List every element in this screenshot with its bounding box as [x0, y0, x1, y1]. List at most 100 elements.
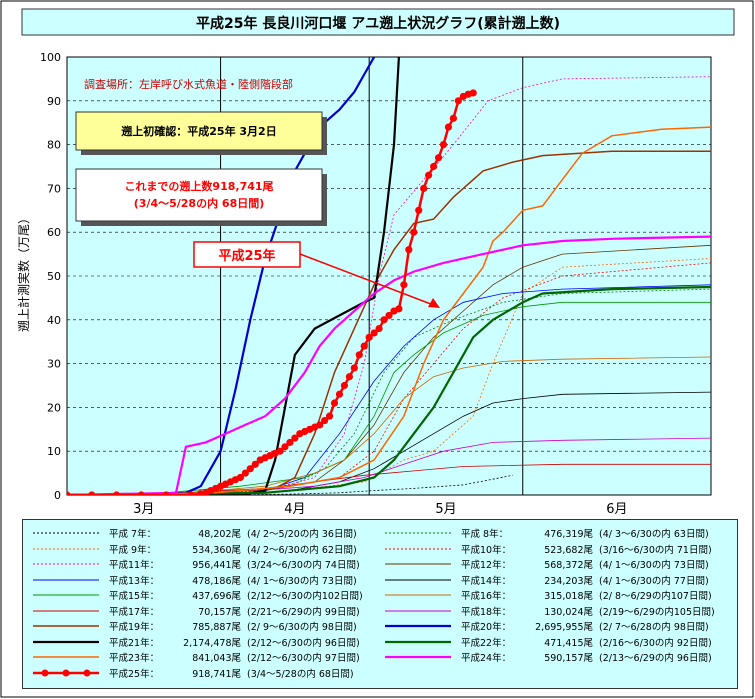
series-marker: [454, 97, 462, 105]
series-marker: [429, 162, 438, 171]
series-marker: [281, 443, 289, 451]
series-marker: [137, 491, 145, 495]
series-line-0: [225, 474, 513, 495]
first-confirm-text: 遡上初確認：平成25年 3月2日: [121, 124, 276, 138]
legend-item: 平成17年： 70,157尾 (2/21～6/29の内 99日間): [31, 604, 381, 618]
y-tick-label: 60: [47, 226, 61, 239]
series-marker: [316, 421, 324, 429]
series-marker: [360, 342, 368, 350]
series-marker: [420, 184, 428, 192]
series-marker: [415, 206, 423, 214]
legend-item: 平成 7年： 48,202尾 (4/ 2～5/20の内 36日間): [31, 526, 381, 540]
series-marker: [286, 438, 294, 447]
y-tick-label: 20: [47, 401, 61, 414]
legend-swatch: [33, 640, 99, 643]
legend-name: 平成13年：: [109, 575, 160, 587]
title-bar: [21, 8, 735, 36]
y-tick-label: 30: [47, 358, 61, 371]
legend-name: 平成22年：: [461, 637, 512, 649]
series-marker: [67, 491, 71, 495]
legend-item: 平成23年： 841,043尾 (2/12～6/30の内 97日間): [31, 650, 381, 664]
series-marker: [330, 399, 339, 407]
legend-item: 平成16年： 315,018尾 (2/ 8～6/29の内107日間): [383, 588, 733, 602]
series-marker: [380, 316, 388, 324]
legend-swatch: [385, 594, 451, 596]
series-marker: [236, 473, 244, 482]
legend-period: (4/ 1～6/30の内 73日間): [599, 560, 709, 571]
survey-location-note: 調査場所：左岸呼び水式魚道・陸側階段部: [84, 77, 293, 91]
legend-swatch: [33, 532, 99, 534]
x-tick-label: 3月: [133, 502, 154, 517]
legend-item: 平成 9年： 534,360尾 (4/ 2～6/30の内 62日間): [31, 542, 381, 556]
legend-item: 平成11年： 956,441尾 (3/24～6/30の内 74日間): [31, 557, 381, 571]
legend-total: 471,415尾: [544, 637, 593, 649]
legend-total: 523,682尾: [544, 544, 593, 556]
legend-total: 785,887尾: [192, 622, 241, 633]
series-marker: [400, 281, 408, 289]
series-line-9: [67, 356, 711, 495]
legend-item: 平成21年： 2,174,478尾 (2/12～6/30の内 96日間): [31, 635, 381, 649]
series-marker: [405, 246, 413, 254]
arrow-label: 平成25年: [218, 248, 275, 264]
legend-period: (2/12～6/30の内102日間): [247, 591, 363, 602]
legend-swatch: [385, 640, 451, 643]
legend-name: 平成24年：: [461, 653, 512, 664]
y-axis-label: 遡上計測実数（万尾）: [16, 212, 31, 332]
legend-period: (2/13～6/29の内 96日間): [599, 653, 712, 664]
legend-swatch: [33, 625, 99, 627]
legend-total: 476,319尾: [544, 529, 593, 540]
series-marker: [345, 373, 353, 381]
x-tick-label: 5月: [435, 502, 456, 517]
total-box: [75, 168, 323, 222]
legend-total: 48,202尾: [198, 529, 241, 540]
series-line-16: [67, 126, 711, 495]
legend-item: 平成25年： 918,741尾 (3/4～5/28の内 68日間): [31, 666, 381, 680]
legend-name: 平成23年：: [109, 653, 160, 664]
series-marker: [375, 324, 383, 333]
arrow-head: [428, 298, 440, 308]
legend-period: (4/ 2～5/20の内 36日間): [247, 529, 357, 540]
legend-period: (2/19～6/29の内105日間): [599, 606, 715, 618]
total-line1: これまでの遡上数918,741尾: [124, 179, 273, 193]
series-marker: [241, 469, 249, 477]
series-group: [67, 57, 711, 495]
series-marker: [449, 114, 457, 122]
legend-item: 平成22年： 471,415尾 (2/16～6/30の内 92日間): [383, 635, 733, 649]
legend-swatch: [33, 579, 99, 580]
legend-period: (2/ 9～6/30の内 98日間): [247, 622, 357, 633]
legend-item: 平成13年： 478,186尾 (4/ 1～6/30の内 73日間): [31, 573, 381, 587]
legend-total: 956,441尾: [192, 560, 241, 571]
legend-item: 平成19年： 785,887尾 (2/ 9～6/30の内 98日間): [31, 619, 381, 633]
y-tick-label: 0: [54, 489, 61, 502]
total-line2: (3/4～5/28の内 68日間): [134, 196, 265, 210]
legend-period: (3/4～5/28の内 68日間): [247, 668, 354, 680]
legend-total: 234,203尾: [544, 575, 593, 587]
legend-name: 平成 8年：: [461, 529, 509, 540]
legend-period: (3/24～6/30の内 74日間): [247, 560, 360, 571]
legend-name: 平成15年：: [109, 591, 160, 602]
legend-item: 平成20年： 2,695,955尾 (2/ 7～6/28の内 98日間): [383, 619, 733, 633]
legend-item: 平成 8年： 476,319尾 (4/ 3～6/30の内 63日間): [383, 526, 733, 540]
series-marker: [340, 381, 349, 390]
series-marker: [395, 305, 403, 313]
grid: [67, 100, 711, 452]
legend-period: (2/12～6/30の内 96日間): [247, 637, 360, 649]
series-line-17: [67, 235, 711, 495]
legend-total: 2,695,955尾: [535, 622, 593, 633]
legend-name: 平成11年：: [109, 560, 160, 571]
legend-name: 平成12年：: [461, 560, 512, 571]
legend-swatch: [385, 548, 451, 549]
legend-total: 590,157尾: [544, 653, 593, 664]
legend-total: 2,174,478尾: [183, 637, 241, 649]
series-line-4: [180, 76, 711, 495]
legend-period: (4/ 1～6/30の内 77日間): [599, 575, 709, 587]
legend-swatch: [385, 563, 451, 565]
legend-total: 534,360尾: [192, 544, 241, 556]
legend-name: 平成25年：: [109, 668, 160, 680]
legend-swatch: [33, 548, 99, 549]
legend-name: 平成 9年：: [109, 544, 157, 556]
series-marker: [439, 141, 448, 149]
series-marker: [251, 460, 259, 468]
legend-total: 130,024尾: [544, 606, 593, 618]
